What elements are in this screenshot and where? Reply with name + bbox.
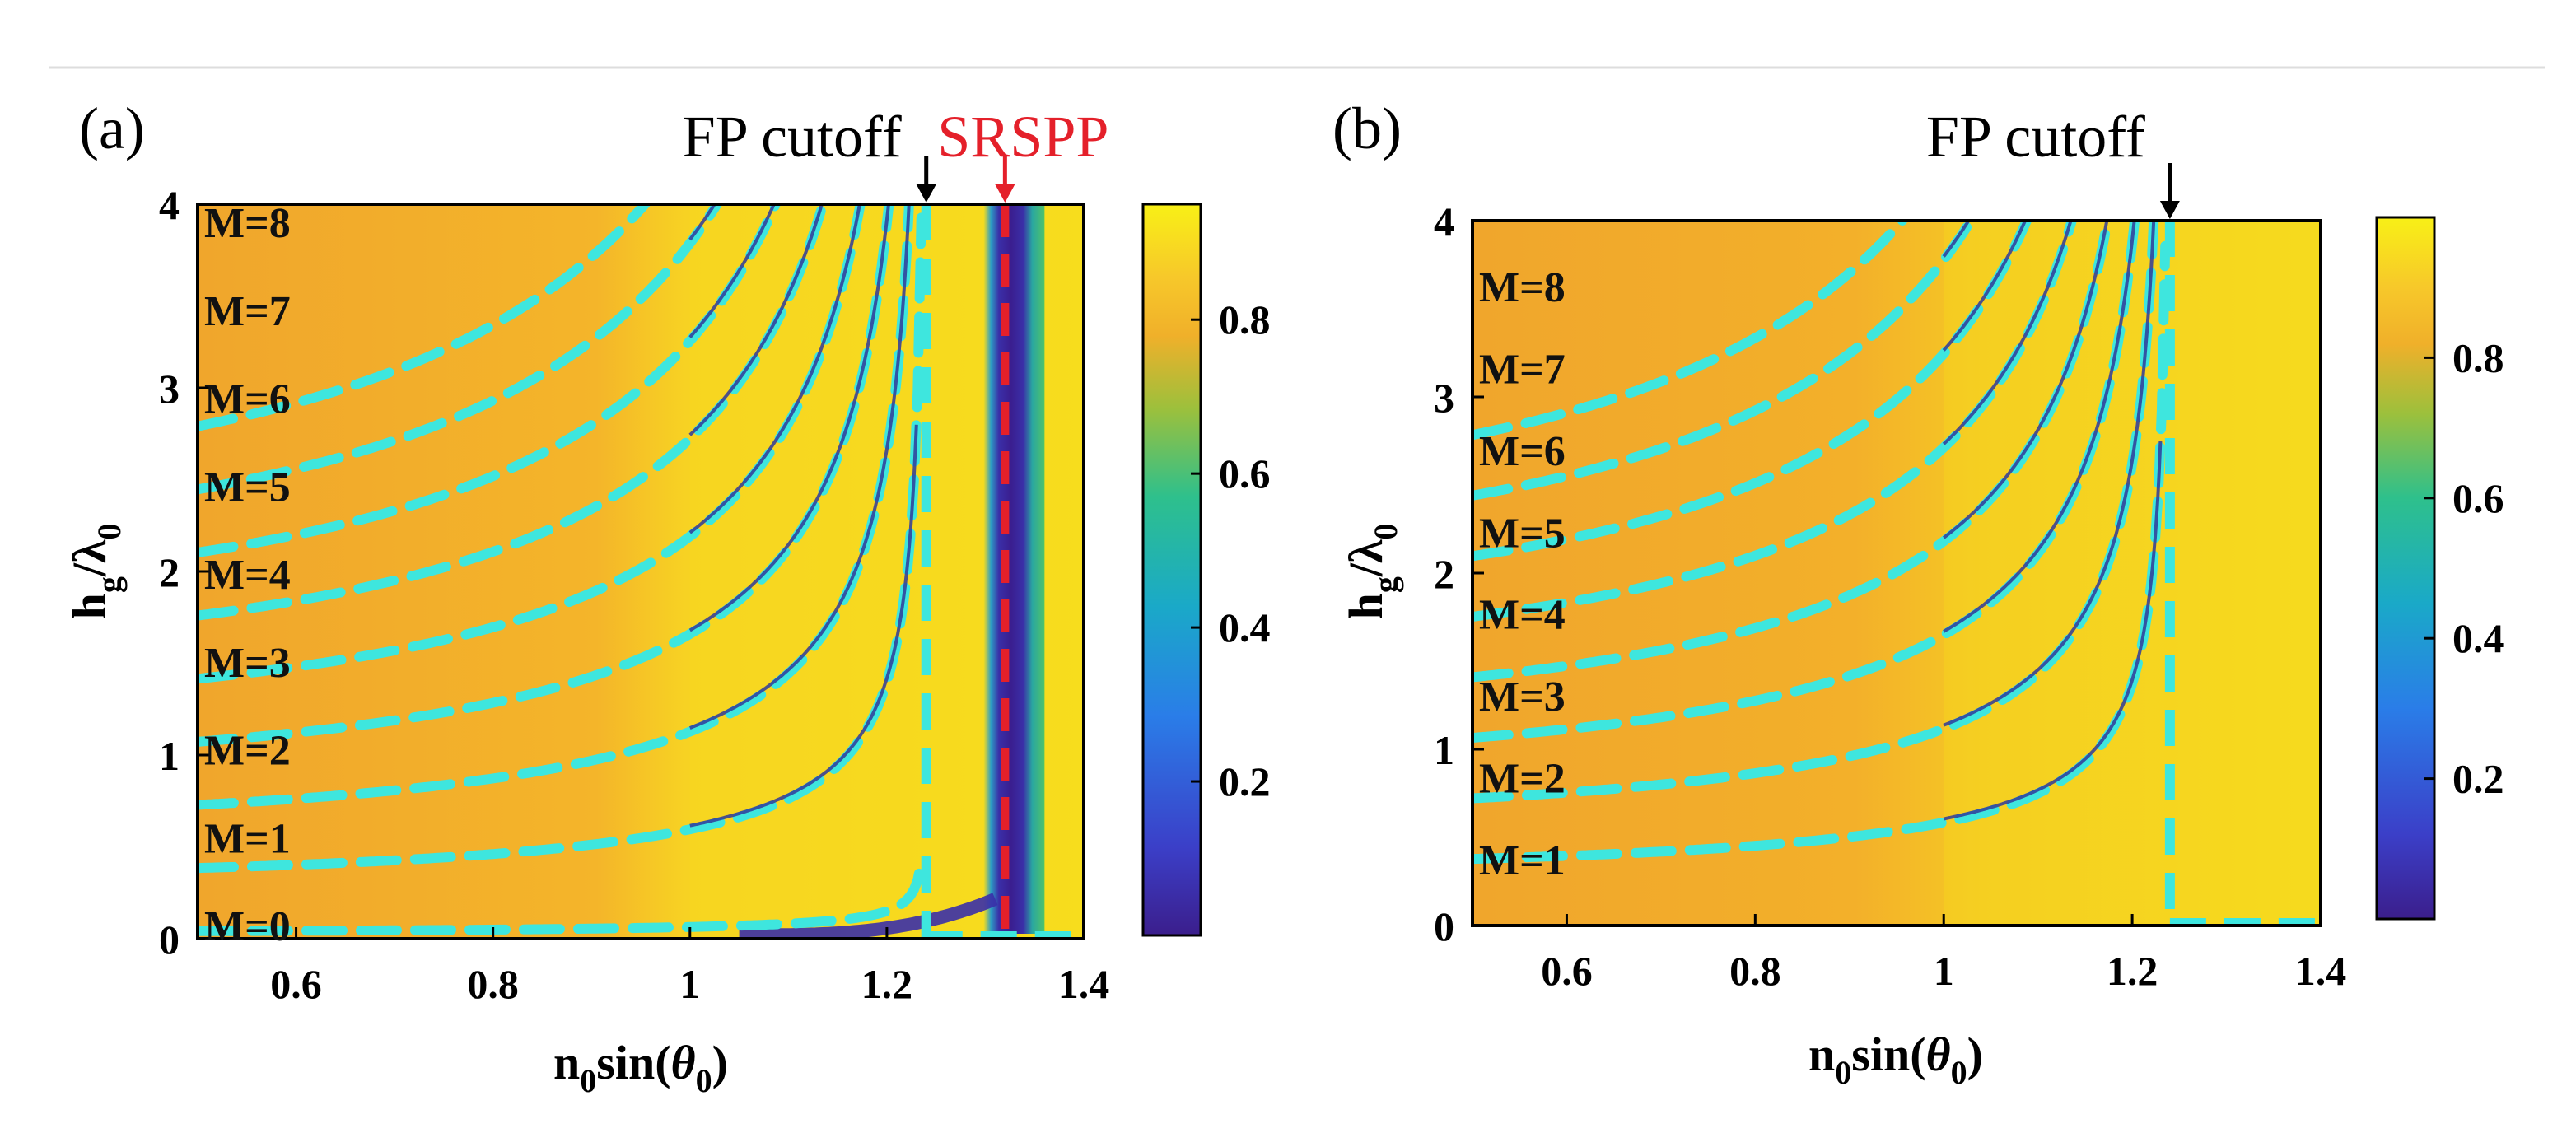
y-tick-label: 4: [1434, 198, 1454, 245]
x-tick-label: 1.4: [2295, 948, 2347, 994]
x-tick-label: 0.8: [467, 961, 519, 1007]
mode-label: M=8: [1479, 264, 1566, 311]
resonance-curve-M3: [688, 204, 890, 632]
dashed-mode-curve-M5: [198, 204, 828, 621]
dashed-mode-curve-M1: [1472, 240, 2171, 865]
colorbar-a: [1141, 203, 1202, 937]
y-tick-label: 0: [159, 916, 180, 963]
mode-label: M=2: [1479, 756, 1566, 803]
x-tick-label: 1.4: [1058, 961, 1110, 1007]
mode-label: M=5: [204, 464, 291, 511]
mode-label: M=6: [204, 376, 291, 423]
dashed-mode-curve-M6: [1472, 221, 2032, 562]
y-tick-label: 1: [1434, 727, 1454, 773]
resonance-curve-M2: [1943, 221, 2156, 727]
y-tick-label: 1: [159, 733, 180, 779]
y-tick-label: 2: [159, 549, 180, 595]
resonance-curve-M6: [688, 204, 776, 338]
fp-cutoff-annotation: FP cutoff: [683, 104, 902, 170]
mode-label: M=4: [204, 552, 291, 599]
resonance-curve-M4: [688, 204, 861, 534]
dashed-mode-curve-M4: [1472, 221, 2113, 683]
mode-label: M=0: [204, 903, 291, 950]
x-tick-label: 1.2: [861, 961, 913, 1007]
dashed-mode-curve-M0: [198, 856, 926, 936]
mode-label: M=1: [1479, 837, 1566, 884]
fp-cutoff-annotation: FP cutoff: [1926, 104, 2145, 170]
dashed-mode-curve-M7: [1472, 221, 1977, 501]
resonance-curve-M7: [688, 204, 717, 241]
x-axis-label-b: n0sin(θ0): [1808, 1028, 1983, 1091]
y-tick-label: 2: [1434, 551, 1454, 597]
dashed-mode-curve-M5: [1472, 221, 2078, 622]
colorbar-tick-label: 0.6: [2452, 475, 2504, 521]
resonance-curve-M7: [1942, 221, 1971, 258]
mode-label: M=4: [1479, 592, 1566, 639]
y-tick-label: 3: [1434, 375, 1454, 421]
x-tick-label: 0.8: [1729, 948, 1781, 994]
dashed-mode-curve-M2: [198, 204, 914, 810]
dashed-mode-curve-M3: [1472, 221, 2140, 743]
dashed-mode-curve-M1: [198, 212, 926, 874]
y-tick-label: 3: [159, 366, 180, 412]
x-tick-label: 1: [1934, 948, 1954, 994]
panel-label-a: (a): [79, 96, 145, 161]
dashed-mode-curve-M4: [198, 204, 866, 684]
colorbar-tick-label: 0.4: [2452, 615, 2504, 661]
mode-label: M=3: [204, 640, 291, 687]
srspp-low-branch: [739, 893, 998, 939]
srspp-arrow-head: [995, 184, 1015, 203]
dashed-mode-curve-M6: [198, 204, 782, 557]
resonance-curve-M1: [1943, 441, 2163, 821]
y-axis-label-a: hg/λ0: [63, 524, 128, 620]
y-tick-label: 4: [159, 182, 180, 228]
dashed-mode-curve-M8: [198, 204, 652, 431]
dashed-mode-curve-M7: [198, 204, 723, 495]
y-tick-label: 0: [1434, 903, 1454, 949]
mode-label: M=7: [204, 288, 291, 335]
y-axis-label-b: hg/λ0: [1339, 524, 1404, 620]
x-tick-label: 1.2: [2107, 948, 2158, 994]
x-tick-label: 0.6: [270, 961, 322, 1007]
resonance-curve-M1: [689, 424, 918, 828]
resonance-curve-M4: [1943, 221, 2109, 539]
resonance-curve-M5: [1942, 221, 2073, 445]
colorbar-b: [2375, 216, 2436, 921]
mode-label: M=3: [1479, 674, 1566, 720]
colorbar-tick-label: 0.2: [1219, 758, 1271, 804]
x-tick-label: 1: [679, 961, 700, 1007]
dashed-mode-curve-M2: [1472, 221, 2159, 804]
panel-label-b: (b): [1332, 96, 1402, 161]
x-axis-label-a: n0sin(θ0): [553, 1036, 728, 1099]
fp-cutoff-arrow-head: [916, 184, 936, 203]
mode-label: M=5: [1479, 510, 1566, 557]
colorbar-tick-label: 0.8: [1219, 296, 1271, 343]
x-tick-label: 0.6: [1541, 948, 1593, 994]
colorbar-tick-label: 0.6: [1219, 450, 1271, 497]
mode-label: M=6: [1479, 428, 1566, 475]
resonance-curve-M5: [688, 204, 824, 436]
colorbar-tick-label: 0.4: [1219, 604, 1271, 650]
colorbar-tick-label: 0.8: [2452, 334, 2504, 380]
fp-cutoff-arrow-head: [2159, 201, 2180, 219]
resonance-curve-M3: [1943, 221, 2136, 633]
mode-label: M=8: [204, 200, 291, 247]
resonance-curve-M6: [1942, 221, 2028, 352]
panel-b: 0.6 0.8 1 1.2 1.4 0 1 2 3 4 M=1 M=2 M=3 M=4 M=5 M=6 M=7…: [1332, 96, 2504, 1091]
mode-label: M=7: [1479, 346, 1566, 393]
colorbar-tick-label: 0.2: [2452, 756, 2504, 802]
resonance-curve-M2: [689, 204, 911, 730]
dashed-mode-curve-M8: [1472, 221, 1909, 441]
bright-region: [1944, 221, 2321, 926]
mode-label: M=1: [204, 815, 291, 862]
dashed-mode-curve-M3: [198, 204, 894, 747]
mode-label: M=2: [204, 728, 291, 775]
panel-a: 0.6 0.8 1 1.2 1.4 0 1 2 3 4 M=0 M=1 M=2 M=3 M=4 M=5 M=6…: [63, 96, 1271, 1099]
srspp-dip-band: [983, 204, 1045, 934]
srspp-annotation: SRSPP: [937, 104, 1108, 170]
